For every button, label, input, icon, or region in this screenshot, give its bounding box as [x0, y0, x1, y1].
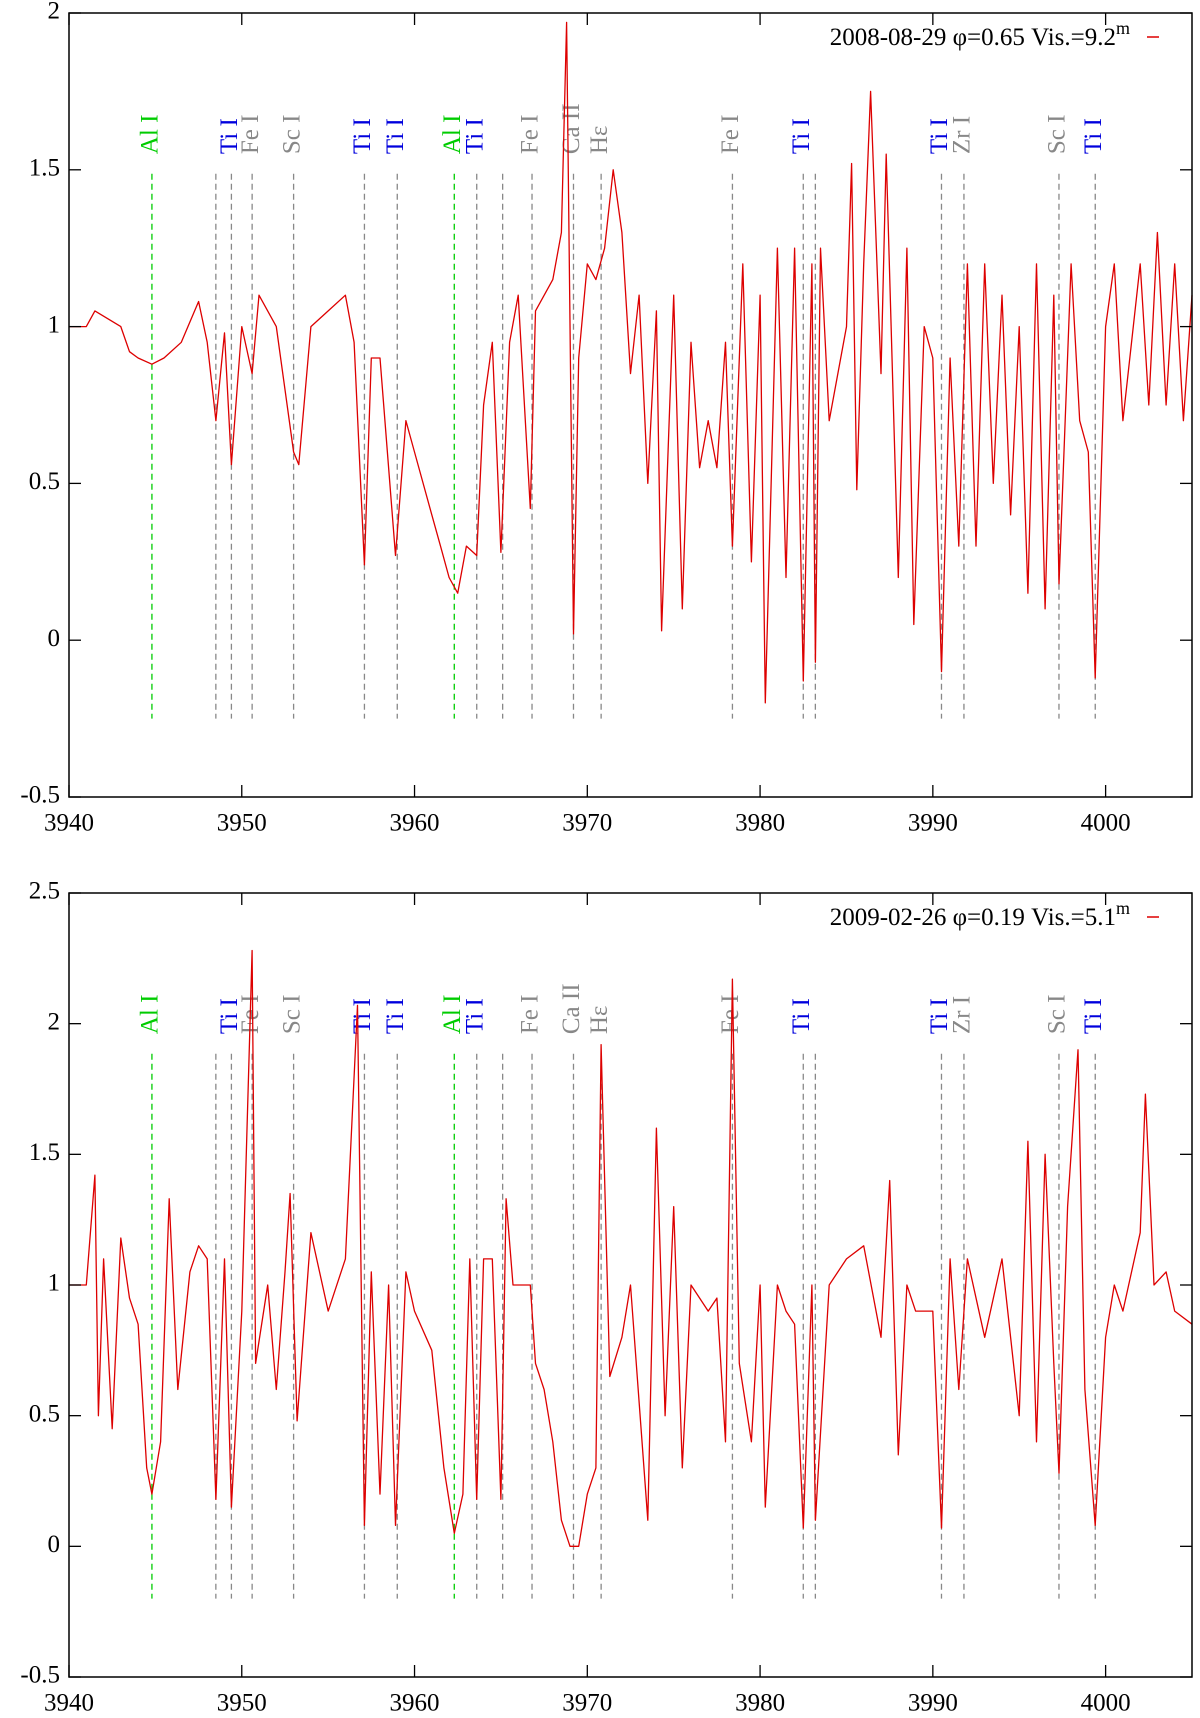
line-id-label: Ti I [1080, 998, 1107, 1034]
legend-name: 2008-08-29 φ=0.65 Vis.=9.2 [830, 24, 1116, 51]
line-id-label: Al I [439, 115, 466, 155]
y-tick-label: -0.5 [20, 782, 60, 809]
y-tick-label: 2.5 [29, 878, 60, 905]
x-tick-label: 3980 [735, 1690, 785, 1717]
line-id-label: Ti I [349, 118, 376, 154]
x-tick-label: 3970 [562, 810, 612, 837]
line-id-label: Fe I [237, 115, 264, 155]
line-id-label: Ti I [461, 998, 488, 1034]
y-tick-label: 1 [48, 311, 61, 338]
legend-superscript: m [1116, 898, 1130, 918]
y-tick-label: 0.5 [29, 468, 60, 495]
line-id-label: Ti I [461, 118, 488, 154]
legend-name: 2009-02-26 φ=0.19 Vis.=5.1 [830, 904, 1116, 931]
line-id-label: Sc I [278, 995, 305, 1035]
legend-superscript: m [1116, 18, 1130, 38]
x-tick-label: 3980 [735, 810, 785, 837]
line-id-label: Ti I [926, 998, 953, 1034]
line-id-label: Ca II [558, 983, 585, 1034]
legend-label: 2009-02-26 φ=0.19 Vis.=5.1m [830, 898, 1130, 931]
y-tick-label: 0 [48, 1531, 61, 1558]
plot-frame [68, 12, 1193, 798]
line-id-label: Ti I [788, 118, 815, 154]
line-id-label: Sc I [278, 115, 305, 155]
line-id-label: Ti I [382, 118, 409, 154]
x-tick-label: 3940 [44, 810, 94, 837]
spectrum-line [69, 21, 1193, 704]
line-id-label: Ca II [558, 103, 585, 154]
x-tick-label: 3990 [908, 1690, 958, 1717]
line-id-label: Sc I [1044, 115, 1071, 155]
line-id-label: Ti I [1080, 118, 1107, 154]
line-id-label: Hε [586, 1006, 613, 1035]
line-id-label: Ti I [216, 998, 243, 1034]
y-tick-label: 1.5 [29, 1139, 60, 1166]
x-tick-label: 3970 [562, 1690, 612, 1717]
x-tick-label: 3950 [217, 810, 267, 837]
line-id-label: Ti I [216, 118, 243, 154]
legend-label: 2008-08-29 φ=0.65 Vis.=9.2m [830, 18, 1130, 51]
x-tick-label: 3990 [908, 810, 958, 837]
y-tick-label: 2 [48, 1008, 61, 1035]
y-tick-label: 0.5 [29, 1400, 60, 1427]
line-id-label: Ti I [349, 998, 376, 1034]
y-tick-label: 1.5 [29, 155, 60, 182]
panel: Al I Ti IFe I Sc I Ti I Ti I Al ITi I Fe I Ca I… [20, 878, 1193, 1717]
line-id-label: Zr I [949, 116, 976, 154]
line-id-label: Al I [137, 115, 164, 155]
x-tick-label: 3950 [217, 1690, 267, 1717]
y-tick-label: 1 [48, 1270, 61, 1297]
line-id-label: Ti I [926, 118, 953, 154]
x-tick-label: 3940 [44, 1690, 94, 1717]
x-tick-label: 4000 [1081, 1690, 1131, 1717]
line-id-label: Zr I [949, 996, 976, 1034]
line-id-label: Ti I [382, 998, 409, 1034]
y-tick-label: 2 [48, 0, 61, 25]
x-tick-label: 4000 [1081, 810, 1131, 837]
line-id-label: Fe I [717, 995, 744, 1035]
line-id-label: Fe I [517, 995, 544, 1035]
x-tick-label: 3960 [390, 810, 440, 837]
y-tick-label: -0.5 [20, 1662, 60, 1689]
line-id-label: Al I [439, 995, 466, 1035]
x-tick-label: 3960 [390, 1690, 440, 1717]
line-id-label: Sc I [1044, 995, 1071, 1035]
line-id-label: Fe I [517, 115, 544, 155]
line-id-label: Al I [137, 995, 164, 1035]
line-id-label: Ti I [788, 998, 815, 1034]
y-tick-label: 0 [48, 625, 61, 652]
panel: Al I Ti IFe I Sc I Ti I Ti I Al ITi I Fe I Ca I… [20, 0, 1193, 837]
line-id-label: Fe I [717, 115, 744, 155]
spectrum-line [69, 949, 1193, 1547]
line-id-label: Hε [586, 126, 613, 155]
